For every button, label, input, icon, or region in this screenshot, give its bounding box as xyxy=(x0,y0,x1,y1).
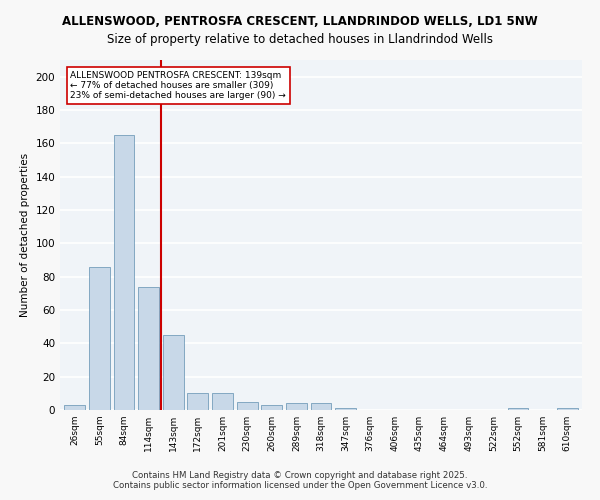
Bar xyxy=(508,408,529,410)
Bar xyxy=(89,266,110,410)
Bar xyxy=(138,286,159,410)
Bar xyxy=(335,408,356,410)
Bar xyxy=(64,405,85,410)
Bar xyxy=(311,404,331,410)
Text: ALLENSWOOD, PENTROSFA CRESCENT, LLANDRINDOD WELLS, LD1 5NW: ALLENSWOOD, PENTROSFA CRESCENT, LLANDRIN… xyxy=(62,15,538,28)
Bar xyxy=(286,404,307,410)
Bar xyxy=(113,135,134,410)
Bar xyxy=(261,405,282,410)
Text: ALLENSWOOD PENTROSFA CRESCENT: 139sqm
← 77% of detached houses are smaller (309): ALLENSWOOD PENTROSFA CRESCENT: 139sqm ← … xyxy=(70,70,286,101)
Text: Contains HM Land Registry data © Crown copyright and database right 2025.
Contai: Contains HM Land Registry data © Crown c… xyxy=(113,470,487,490)
Bar xyxy=(163,335,184,410)
Text: Size of property relative to detached houses in Llandrindod Wells: Size of property relative to detached ho… xyxy=(107,32,493,46)
Bar xyxy=(557,408,578,410)
Bar xyxy=(187,394,208,410)
Y-axis label: Number of detached properties: Number of detached properties xyxy=(20,153,30,317)
Bar xyxy=(236,402,257,410)
Bar xyxy=(212,394,233,410)
